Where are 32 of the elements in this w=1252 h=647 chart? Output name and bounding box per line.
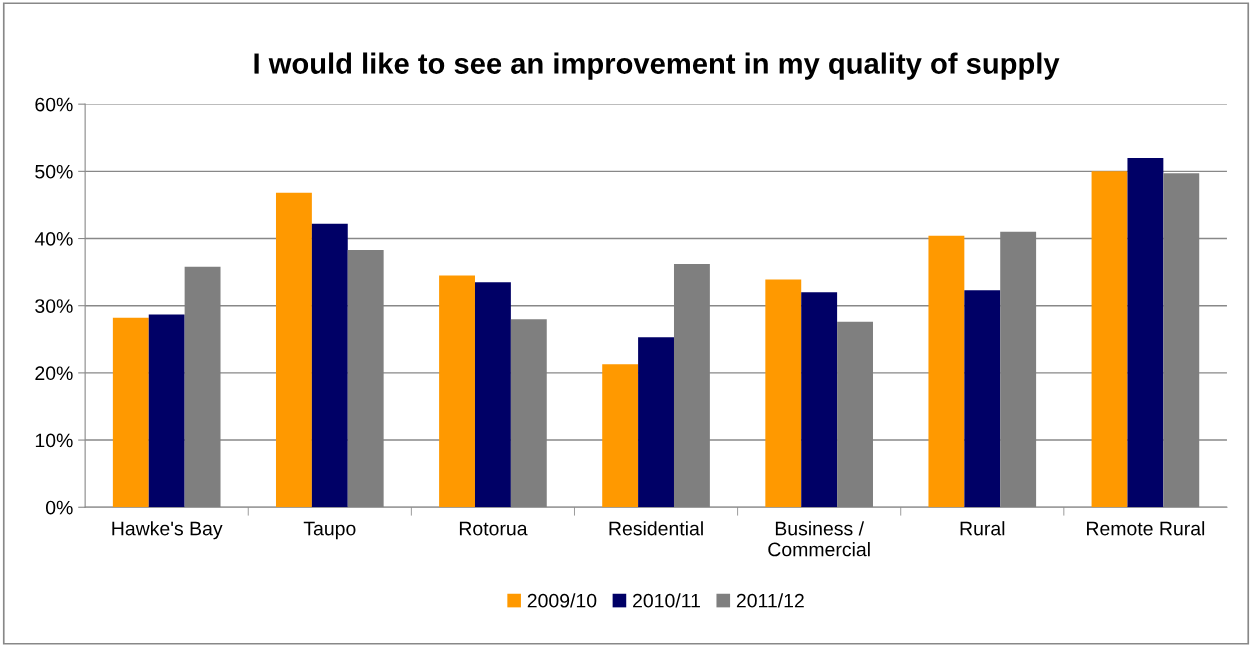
bar (765, 279, 802, 508)
bar (638, 337, 674, 508)
y-tick-label: 50% (35, 164, 73, 179)
y-tick-label: 30% (35, 299, 73, 313)
x-tick-label: Business / Commercial (768, 521, 870, 557)
bar (1127, 157, 1164, 508)
x-tick-label: Residential (609, 521, 703, 536)
legend-label: 2009/10 (527, 593, 597, 608)
x-tick-label: Rotorua (459, 521, 528, 536)
x-tick-label: Hawke's Bay (112, 521, 223, 540)
y-tick-label: 10% (35, 433, 73, 448)
bar (148, 314, 185, 508)
x-tick-label: Rural (960, 521, 1005, 536)
y-tick-label: 40% (34, 232, 73, 246)
bar (602, 364, 639, 508)
legend-label: 2011/12 (736, 593, 804, 608)
y-tick-label: 20% (35, 366, 73, 381)
x-tick-label: Taupo (303, 521, 356, 540)
bar (311, 223, 348, 508)
bar (112, 317, 149, 508)
x-tick-label: Remote Rural (1087, 521, 1205, 536)
bar (1091, 171, 1128, 508)
bar (439, 275, 475, 508)
chart-title: I would like to see an improvement in my quality of supply (254, 52, 1060, 80)
bar (474, 282, 511, 508)
legend-label: 2010/11 (633, 593, 700, 608)
bar (801, 292, 838, 508)
bar (928, 235, 965, 508)
y-tick-label: 60% (35, 97, 73, 112)
bar (964, 290, 1001, 508)
y-tick-label: 0% (45, 500, 73, 515)
bar (275, 192, 312, 508)
